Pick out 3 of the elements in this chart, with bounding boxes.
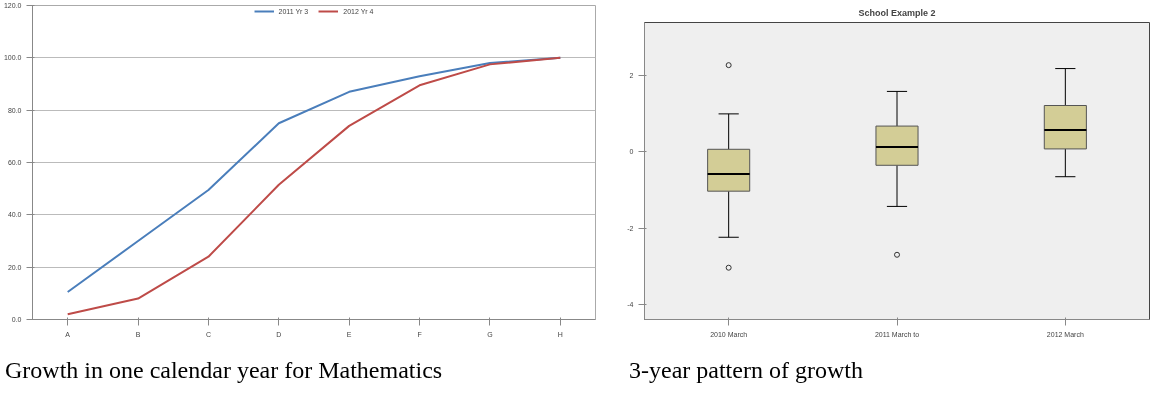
text: 3-year pattern of growth [629,356,863,385]
chart-title: School Example 2 [858,7,936,18]
text: Growth in one calendar year for Mathematics [5,356,443,385]
